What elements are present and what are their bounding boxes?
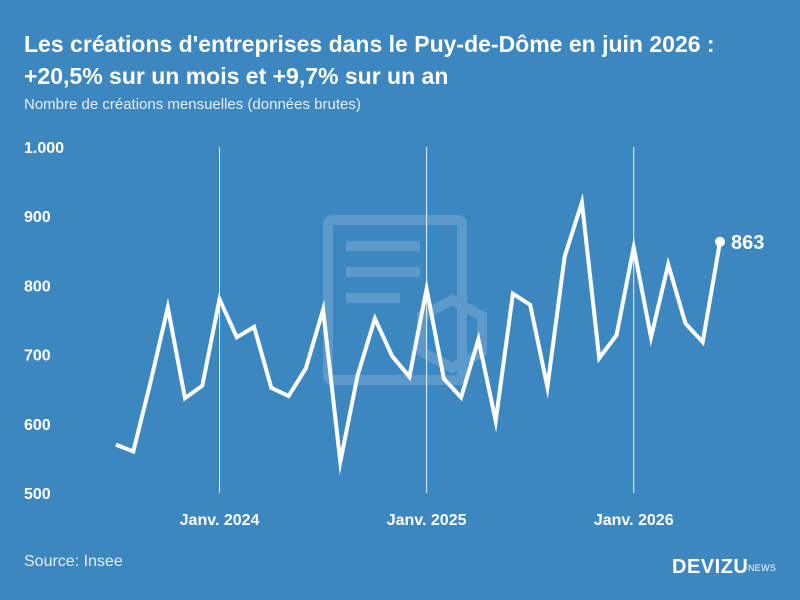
y-tick-label: 1.000 [24, 140, 64, 157]
x-tick-label: Janv. 2026 [594, 512, 674, 529]
source-note: Source: Insee [24, 553, 123, 570]
y-tick-label: 500 [24, 486, 51, 503]
vertical-gridlines [219, 147, 635, 493]
chart-title: Les créations d'entreprises dans le Puy-… [24, 31, 715, 89]
watermark-document-icon [323, 215, 487, 385]
y-tick-label: 700 [24, 348, 51, 365]
x-tick-label: Janv. 2024 [180, 512, 260, 529]
brand-logo-suffix: NEWS [748, 563, 777, 573]
annotations: 863 [715, 232, 764, 254]
brand-logo: DEVIZU [672, 556, 749, 578]
series [115, 192, 722, 475]
y-tick-label: 600 [24, 417, 51, 434]
series-line [115, 192, 722, 475]
y-tick-label: 800 [24, 278, 51, 295]
last-point-marker [715, 236, 725, 247]
y-tick-label: 900 [24, 209, 51, 226]
y-axis-ticks: 500 600 700 800 900 1.000 [24, 140, 64, 503]
x-axis-ticks: Janv. 2024 Janv. 2025 Janv. 2026 [180, 512, 674, 529]
last-value-label: 863 [731, 232, 764, 254]
chart-subtitle: Nombre de créations mensuelles (données … [24, 96, 361, 113]
x-tick-label: Janv. 2025 [387, 512, 467, 529]
